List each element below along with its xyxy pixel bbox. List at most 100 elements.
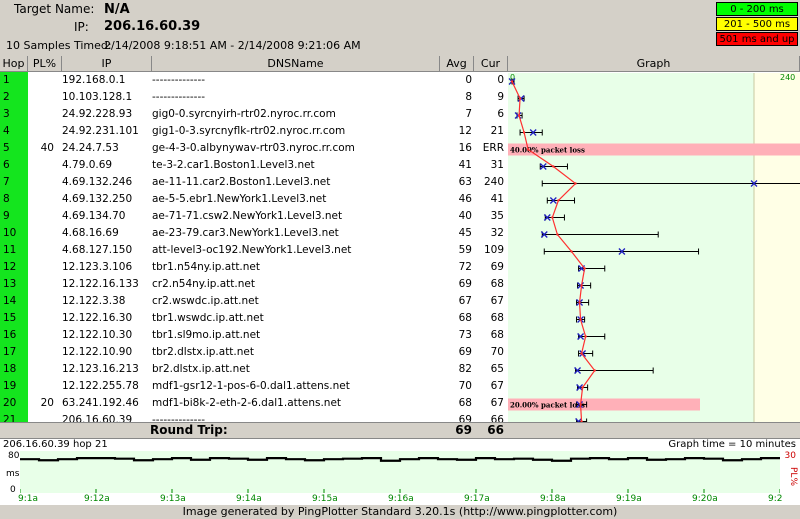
hop-cell: 19 bbox=[0, 378, 28, 395]
col-ip[interactable]: IP bbox=[62, 56, 152, 72]
current-marker bbox=[529, 129, 537, 136]
current-marker bbox=[543, 214, 551, 221]
dns-cell: tbr1.n54ny.ip.att.net bbox=[152, 261, 260, 273]
y-top-label: 80 bbox=[8, 451, 20, 461]
avg-point bbox=[570, 250, 573, 253]
table-row[interactable]: 17 12.122.10.90 tbr2.dlstx.ip.att.net 69 70 bbox=[0, 344, 508, 361]
current-marker bbox=[618, 248, 626, 255]
cur-cell: 70 bbox=[490, 346, 504, 358]
hop-cell: 15 bbox=[0, 310, 28, 327]
cur-cell: 35 bbox=[490, 210, 504, 222]
table-row[interactable]: 9 4.69.134.70 ae-71-71.csw2.NewYork1.Level… bbox=[0, 208, 508, 225]
col-cur[interactable]: Cur bbox=[474, 56, 508, 72]
avg-cell: 7 bbox=[465, 108, 472, 120]
time-label: 9:17a bbox=[464, 494, 490, 504]
avg-point bbox=[510, 80, 514, 83]
avg-point bbox=[526, 148, 530, 151]
avg-point bbox=[593, 369, 596, 372]
pl-cell: 20 bbox=[40, 397, 54, 409]
table-row[interactable]: 13 12.122.16.133 cr2.n54ny.ip.att.net 69 68 bbox=[0, 276, 508, 293]
avg-cell: 45 bbox=[458, 227, 472, 239]
timeline-panel: 206.16.60.39 hop 21 Graph time = 10 minu… bbox=[0, 438, 800, 506]
table-row[interactable]: 10 4.68.16.69 ae-23-79.car3.NewYork1.Level… bbox=[0, 225, 508, 242]
timeline-latency-line bbox=[20, 457, 780, 462]
ip-cell: 12.122.255.78 bbox=[62, 380, 139, 392]
table-row[interactable]: 16 12.122.10.30 tbr1.sl9mo.ip.att.net 73 68 bbox=[0, 327, 508, 344]
table-row[interactable]: 6 4.79.0.69 te-3-2.car1.Boston1.Level3.net… bbox=[0, 157, 508, 174]
cur-cell: 67 bbox=[490, 380, 504, 392]
table-row[interactable]: 14 12.122.3.38 cr2.wswdc.ip.att.net 67 67 bbox=[0, 293, 508, 310]
dns-cell: -------------- bbox=[152, 74, 206, 86]
avg-cell: 69 bbox=[458, 346, 472, 358]
col-dns[interactable]: DNSName bbox=[152, 56, 440, 72]
ip-cell: 4.69.132.246 bbox=[62, 176, 133, 188]
packet-loss-bar bbox=[508, 143, 800, 156]
avg-cell: 12 bbox=[458, 125, 472, 137]
timeline-title: 206.16.60.39 hop 21 bbox=[3, 439, 108, 450]
current-marker bbox=[539, 163, 547, 170]
dns-cell: att-level3-oc192.NewYork1.Level3.net bbox=[152, 244, 352, 256]
avg-cell: 67 bbox=[458, 295, 472, 307]
cur-cell: 32 bbox=[490, 227, 504, 239]
round-trip-label: Round Trip: bbox=[150, 423, 228, 437]
cur-cell: 68 bbox=[490, 278, 504, 290]
time-label: 9:20a bbox=[692, 494, 718, 504]
table-row[interactable]: 5 40 24.24.7.53 ge-4-3-0.albynywav-rtr03.ny… bbox=[0, 140, 508, 157]
samples-label: 10 Samples Timed: bbox=[6, 39, 112, 52]
cur-cell: 31 bbox=[490, 159, 504, 171]
table-row[interactable]: 2 10.103.128.1 -------------- 8 9 bbox=[0, 89, 508, 106]
avg-cell: 0 bbox=[465, 74, 472, 86]
table-row[interactable]: 20 20 63.241.192.46 mdf1-bi8k-2-eth-2-6.dal… bbox=[0, 395, 508, 412]
col-pl[interactable]: PL% bbox=[28, 56, 62, 72]
avg-point bbox=[517, 114, 521, 117]
table-row[interactable]: 15 12.122.16.30 tbr1.wswdc.ip.att.net 68 68 bbox=[0, 310, 508, 327]
table-row[interactable]: 3 24.92.228.93 gig0-0.syrcnyirh-rtr02.nyro… bbox=[0, 106, 508, 123]
latency-graph: 0 240 40.00% packet loss 20.00% packet loss bbox=[508, 73, 800, 422]
col-avg[interactable]: Avg bbox=[440, 56, 474, 72]
samples-value: 2/14/2008 9:18:51 AM - 2/14/2008 9:21:06… bbox=[104, 39, 361, 52]
dns-cell: tbr1.sl9mo.ip.att.net bbox=[152, 329, 261, 341]
current-marker bbox=[549, 197, 557, 204]
table-row[interactable]: 11 4.68.127.150 att-level3-oc192.NewYork1.… bbox=[0, 242, 508, 259]
dns-cell: ae-23-79.car3.NewYork1.Level3.net bbox=[152, 227, 339, 239]
ip-cell: 4.79.0.69 bbox=[62, 159, 113, 171]
legend-mid: 201 - 500 ms bbox=[716, 17, 798, 31]
dns-cell: ae-71-71.csw2.NewYork1.Level3.net bbox=[152, 210, 343, 222]
packet-loss-label: 40.00% packet loss bbox=[510, 146, 585, 155]
y-bottom-label: 0 bbox=[10, 485, 16, 495]
dns-cell: cr2.n54ny.ip.att.net bbox=[152, 278, 255, 290]
table-row[interactable]: 18 12.123.16.213 br2.dlstx.ip.att.net 82 65 bbox=[0, 361, 508, 378]
hop-cell: 5 bbox=[0, 140, 28, 157]
ip-cell: 4.69.134.70 bbox=[62, 210, 126, 222]
avg-cell: 16 bbox=[458, 142, 472, 154]
cur-cell: 21 bbox=[490, 125, 504, 137]
avg-point bbox=[584, 335, 587, 338]
table-row[interactable]: 8 4.69.132.250 ae-5-5.ebr1.NewYork1.Level3… bbox=[0, 191, 508, 208]
dns-cell: ae-11-11.car2.Boston1.Level3.net bbox=[152, 176, 331, 188]
cur-cell: 68 bbox=[490, 312, 504, 324]
dns-cell: -------------- bbox=[152, 91, 206, 103]
avg-cell: 59 bbox=[458, 244, 472, 256]
table-row[interactable]: 1 192.168.0.1 -------------- 0 0 bbox=[0, 72, 508, 89]
hop-cell: 11 bbox=[0, 242, 28, 259]
graph-time[interactable]: Graph time = 10 minutes bbox=[668, 439, 796, 450]
time-label: 9:1a bbox=[18, 494, 38, 504]
avg-point bbox=[581, 386, 584, 389]
avg-point bbox=[552, 165, 555, 168]
avg-cell: 73 bbox=[458, 329, 472, 341]
table-row[interactable]: 4 24.92.231.101 gig1-0-3.syrcnyflk-rtr02.n… bbox=[0, 123, 508, 140]
cur-cell: 68 bbox=[490, 329, 504, 341]
table-row[interactable]: 7 4.69.132.246 ae-11-11.car2.Boston1.Level… bbox=[0, 174, 508, 191]
dns-cell: mdf1-gsr12-1-pos-6-0.dal1.attens.net bbox=[152, 380, 350, 392]
avg-point bbox=[579, 318, 582, 321]
table-row[interactable]: 12 12.123.3.106 tbr1.n54ny.ip.att.net 72 69 bbox=[0, 259, 508, 276]
latency-legend: 0 - 200 ms 201 - 500 ms 501 ms and up bbox=[716, 2, 798, 47]
time-label: 9:14a bbox=[236, 494, 262, 504]
col-hop[interactable]: Hop bbox=[0, 56, 28, 72]
col-graph[interactable]: Graph bbox=[508, 56, 800, 72]
table-row[interactable]: 19 12.122.255.78 mdf1-gsr12-1-pos-6-0.dal1… bbox=[0, 378, 508, 395]
current-marker bbox=[577, 333, 585, 340]
ip-cell: 4.68.16.69 bbox=[62, 227, 119, 239]
ip-cell: 10.103.128.1 bbox=[62, 91, 133, 103]
time-label: 9:16a bbox=[388, 494, 414, 504]
